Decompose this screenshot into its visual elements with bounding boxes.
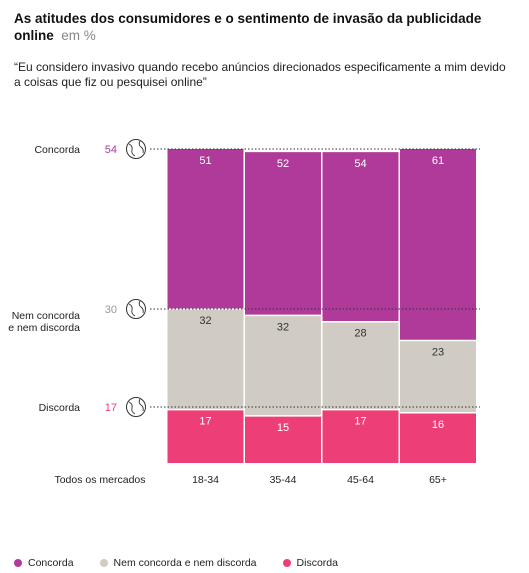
- bar-value-label: 17: [354, 416, 366, 428]
- x-tick-label: 35-44: [270, 474, 297, 486]
- bar-value-label: 28: [354, 328, 366, 340]
- x-tick-label: 18-34: [192, 474, 219, 486]
- legend-label-neutro: Nem concorda e nem discorda: [113, 557, 257, 569]
- legend-swatch-discorda: [282, 559, 291, 567]
- bar-value-label: 32: [277, 321, 289, 333]
- bar-2-0: [167, 149, 244, 310]
- legend-item-concorda: Concorda: [14, 557, 74, 569]
- bar-1-1: [245, 315, 321, 416]
- bar-value-label: 16: [432, 419, 444, 431]
- overall-value-label: 17: [105, 402, 117, 414]
- legend-swatch-concorda: [14, 559, 22, 567]
- bar-1-0: [167, 309, 244, 410]
- bar-value-label: 15: [277, 422, 289, 434]
- bar-value-label: 54: [354, 158, 366, 170]
- legend-item-neutro: Nem concorda e nem discorda: [99, 557, 257, 569]
- overall-value-label: 30: [105, 304, 117, 316]
- globe-icon: [126, 299, 146, 319]
- bar-2-1: [245, 152, 321, 316]
- bar-2-3: [400, 149, 476, 341]
- overall-value-label: 54: [105, 144, 117, 156]
- chart-title: As atitudes dos consumidores e o sentime…: [14, 10, 514, 44]
- chart-title-unit: em %: [61, 28, 96, 43]
- bar-value-label: 51: [199, 155, 211, 167]
- legend: Concorda Nem concorda e nem discorda Dis…: [14, 557, 364, 569]
- overall-label-neutro-line2: e nem discorda: [8, 322, 80, 334]
- bar-1-2: [322, 321, 399, 410]
- bar-value-label: 23: [432, 347, 444, 359]
- globe-icon: [126, 397, 146, 417]
- legend-label-discorda: Discorda: [296, 557, 338, 569]
- bar-2-2: [322, 152, 399, 322]
- chart-title-text: As atitudes dos consumidores e o sentime…: [14, 11, 482, 43]
- bar-value-label: 52: [277, 158, 289, 170]
- legend-label-concorda: Concorda: [28, 557, 74, 569]
- overall-label-discorda: Discorda: [39, 402, 81, 414]
- overall-label-concorda: Concorda: [34, 144, 80, 156]
- overall-label-neutro-line1: Nem concorda: [12, 310, 80, 322]
- bar-0-3: [400, 412, 476, 463]
- legend-item-discorda: Discorda: [282, 557, 338, 569]
- bar-value-label: 61: [432, 155, 444, 167]
- globe-icon: [126, 139, 146, 159]
- x-tick-label-all-markets: Todos os mercados: [54, 474, 145, 486]
- bar-0-2: [322, 409, 399, 463]
- bar-0-0: [167, 409, 244, 463]
- bar-value-label: 32: [199, 315, 211, 327]
- bar-1-3: [400, 340, 476, 413]
- bar-0-1: [245, 415, 321, 463]
- x-tick-label: 65+: [429, 474, 447, 486]
- chart-subtitle: “Eu considero invasivo quando recebo anú…: [14, 60, 506, 89]
- x-tick-label: 45-64: [347, 474, 374, 486]
- legend-swatch-neutro: [99, 559, 108, 567]
- bar-value-label: 17: [199, 416, 211, 428]
